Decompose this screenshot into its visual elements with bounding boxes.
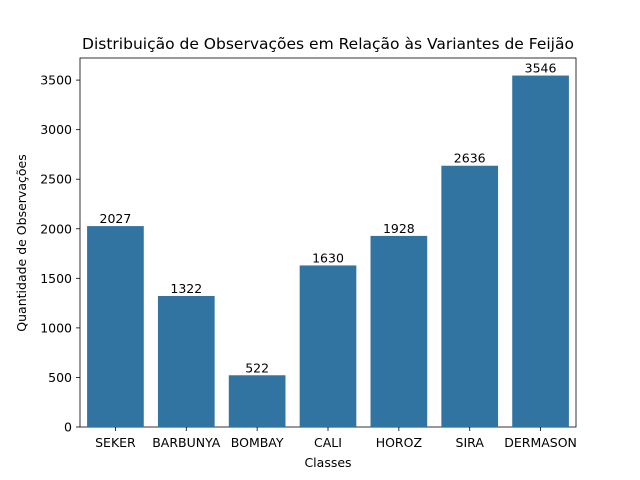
chart-title: Distribuição de Observações em Relação à… bbox=[82, 35, 574, 53]
x-tick-label: HOROZ bbox=[376, 435, 422, 450]
data-label-horoz: 1928 bbox=[383, 221, 415, 236]
x-axis-label: Classes bbox=[304, 455, 351, 470]
bar-seker bbox=[87, 226, 144, 427]
y-axis-label: Quantidade de Observações bbox=[14, 154, 29, 331]
y-tick-label: 1500 bbox=[40, 271, 72, 286]
bars bbox=[87, 75, 569, 427]
y-tick-label: 1000 bbox=[40, 320, 72, 335]
x-tick-label: DERMASON bbox=[504, 435, 577, 450]
x-tick-label: CALI bbox=[314, 435, 342, 450]
y-axis: 0 500 1000 1500 2000 2500 3000 3500 bbox=[40, 73, 80, 435]
bar-horoz bbox=[370, 235, 428, 427]
bar-cali bbox=[299, 265, 357, 427]
data-label-bombay: 522 bbox=[245, 360, 269, 375]
y-tick-label: 3500 bbox=[40, 73, 72, 88]
y-tick-label: 2000 bbox=[40, 221, 72, 236]
data-label-barbunya: 1322 bbox=[170, 281, 202, 296]
data-label-dermason: 3546 bbox=[525, 61, 557, 76]
x-axis: SEKER BARBUNYA BOMBAY CALI HOROZ SIRA DERMASON bbox=[95, 427, 577, 450]
y-tick-label: 500 bbox=[48, 370, 72, 385]
y-tick-label: 3000 bbox=[40, 122, 72, 137]
x-tick-label: BOMBAY bbox=[231, 435, 284, 450]
data-label-seker: 2027 bbox=[100, 211, 132, 226]
bar-sira bbox=[441, 165, 499, 427]
x-tick-label: BARBUNYA bbox=[152, 435, 221, 450]
data-label-cali: 1630 bbox=[312, 250, 344, 265]
bar-bombay bbox=[228, 375, 286, 427]
bar-dermason bbox=[512, 75, 569, 427]
y-tick-label: 0 bbox=[64, 420, 72, 435]
data-label-sira: 2636 bbox=[454, 151, 486, 166]
data-labels: 2027 1322 522 1630 1928 2636 3546 bbox=[100, 61, 557, 376]
y-tick-label: 2500 bbox=[40, 172, 72, 187]
x-tick-label: SIRA bbox=[456, 435, 485, 450]
bar-barbunya bbox=[157, 295, 215, 427]
x-tick-label: SEKER bbox=[95, 435, 136, 450]
